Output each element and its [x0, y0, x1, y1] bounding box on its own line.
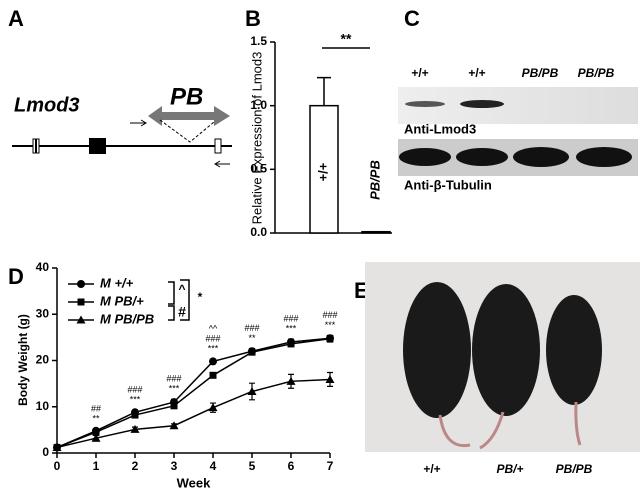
bracket-label: #	[178, 304, 186, 320]
marker	[130, 424, 140, 433]
gene-diagram	[12, 106, 232, 168]
panel-label: C	[404, 6, 420, 31]
lane-label: PB/PB	[578, 66, 615, 80]
y-tick-label: 1.0	[250, 98, 267, 112]
legend-label: M PB/+	[100, 293, 144, 308]
significance-mark: ^^	[209, 323, 218, 333]
panel-label: A	[8, 6, 24, 31]
bar	[309, 104, 339, 234]
x-tick-label: 7	[327, 459, 334, 473]
category-label: PB/PB	[367, 160, 382, 200]
bracket-label: *	[198, 290, 203, 304]
series-line	[56, 378, 331, 449]
significance-mark: ###	[244, 323, 259, 333]
marker	[325, 374, 335, 383]
y-tick-label: 20	[36, 353, 50, 367]
significance-mark: ***	[325, 320, 336, 330]
genotype-label: PB/+	[496, 462, 523, 476]
y-tick-label: 40	[36, 260, 50, 274]
significance-mark: **	[248, 333, 256, 343]
significance-mark: ***	[130, 394, 141, 404]
genotype-label: PB/PB	[556, 462, 593, 476]
marker	[247, 386, 257, 395]
y-tick-label: 0.5	[250, 162, 267, 176]
series-line	[56, 338, 331, 449]
significance-mark: ###	[127, 384, 142, 394]
legend-label: M PB/PB	[100, 311, 154, 326]
marker	[170, 402, 178, 410]
x-tick-label: 3	[171, 459, 178, 473]
lane-label: +/+	[411, 66, 428, 80]
x-tick-label: 0	[54, 459, 61, 473]
significance-mark: ***	[169, 384, 180, 394]
marker	[92, 428, 100, 436]
significance-mark: ***	[208, 343, 219, 353]
significance-mark: ###	[283, 314, 298, 324]
y-tick-label: 10	[36, 399, 50, 413]
band	[399, 148, 451, 166]
x-tick-label: 4	[210, 459, 217, 473]
x-tick-label: 5	[249, 459, 256, 473]
significance: **	[341, 31, 352, 47]
marker	[77, 298, 85, 306]
y-axis-label: Relative Expression of Lmod3	[249, 52, 264, 225]
marker	[248, 348, 256, 356]
legend-label: M +/+	[100, 275, 134, 290]
marker	[208, 403, 218, 412]
marker	[76, 315, 86, 324]
x-axis-label: Week	[177, 475, 211, 490]
y-tick-label: 1.5	[250, 34, 267, 48]
panel-label: D	[8, 264, 24, 289]
marker	[209, 371, 217, 379]
marker	[286, 376, 296, 385]
y-tick-label: 0.0	[250, 225, 267, 239]
marker	[169, 421, 179, 430]
x-tick-label: 6	[288, 459, 295, 473]
marker	[52, 442, 62, 451]
series-line	[56, 337, 331, 449]
blot-label: Anti-Lmod3	[404, 121, 476, 136]
genotype-label: +/+	[423, 462, 440, 476]
y-tick-label: 30	[36, 306, 50, 320]
band	[456, 148, 508, 166]
band	[460, 100, 504, 108]
error-bar	[317, 76, 331, 106]
significance-mark: ###	[205, 333, 220, 343]
band	[513, 147, 569, 167]
significance-mark: ###	[322, 310, 337, 320]
lane-label: PB/PB	[522, 66, 559, 80]
legend-bracket	[168, 279, 190, 321]
panel-label: B	[245, 6, 261, 31]
significance-mark: ###	[166, 374, 181, 384]
category-label: +/+	[315, 162, 330, 181]
x-tick-label: 1	[93, 459, 100, 473]
marker	[77, 280, 85, 288]
x-tick-label: 2	[132, 459, 139, 473]
band	[576, 147, 632, 167]
gene-name: Lmod3	[14, 94, 80, 116]
insert-label: PB	[170, 83, 203, 110]
marker	[287, 340, 295, 348]
lane-label: +/+	[468, 66, 485, 80]
marker	[326, 335, 334, 343]
mouse-photo	[365, 262, 640, 452]
significance-mark: ##	[91, 403, 101, 413]
band	[405, 101, 445, 107]
marker	[131, 411, 139, 419]
significance-mark: ***	[286, 324, 297, 334]
marker	[209, 357, 217, 366]
bracket-label: ^	[178, 282, 185, 296]
y-tick-label: 0	[42, 445, 49, 459]
marker	[91, 433, 101, 442]
y-axis-label: Body Weight (g)	[16, 314, 30, 406]
blot-label: Anti-β-Tubulin	[404, 177, 492, 192]
significance-mark: **	[92, 413, 100, 423]
